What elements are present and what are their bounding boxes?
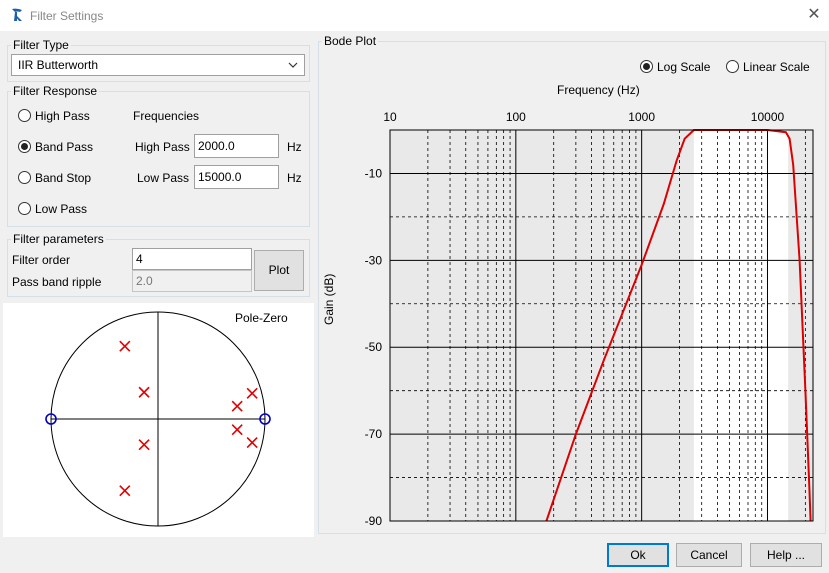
radio-high-pass-label[interactable]: High Pass [35, 109, 90, 123]
zero-marker [259, 413, 271, 425]
app-icon [12, 8, 22, 21]
pole-marker [231, 424, 243, 436]
ok-button[interactable]: Ok [607, 543, 669, 567]
zero-marker [45, 413, 57, 425]
filter-type-select[interactable]: IIR Butterworth [11, 54, 305, 76]
y-tick-label: -50 [365, 340, 383, 354]
radio-low-pass-label[interactable]: Low Pass [35, 202, 88, 216]
pass-band-ripple-input [132, 270, 252, 292]
radio-high-pass[interactable] [18, 109, 31, 122]
window-title: Filter Settings [30, 9, 104, 23]
filter-parameters-legend: Filter parameters [13, 232, 104, 246]
bode-y-label: Gain (dB) [322, 273, 336, 325]
pole-marker [231, 400, 243, 412]
y-tick-label: -10 [365, 166, 383, 180]
radio-linear-scale[interactable] [726, 60, 739, 73]
high-pass-freq-input[interactable] [194, 134, 279, 158]
close-icon[interactable]: ✕ [807, 6, 821, 23]
chevron-down-icon [288, 62, 298, 68]
high-pass-freq-label: High Pass [135, 140, 190, 154]
low-pass-unit: Hz [287, 171, 302, 185]
pole-zero-canvas: Pole-Zero [45, 311, 288, 527]
plot-frame [389, 129, 814, 522]
x-tick-label: 10000 [751, 110, 785, 124]
pole-zero-title: Pole-Zero [235, 311, 288, 325]
radio-band-stop[interactable] [18, 171, 31, 184]
y-tick-label: -90 [365, 514, 383, 528]
title-bar: Filter Settings ✕ [0, 0, 829, 31]
filter-type-value: IIR Butterworth [18, 58, 99, 72]
pole-zero-plot: Pole-Zero [3, 303, 314, 537]
high-pass-unit: Hz [287, 140, 302, 154]
y-tick-label: -70 [365, 427, 383, 441]
radio-log-scale[interactable] [640, 60, 653, 73]
pole-marker [138, 439, 150, 451]
pole-marker [138, 386, 150, 398]
filter-order-label: Filter order [12, 253, 71, 267]
pass-band-ripple-label: Pass band ripple [12, 275, 102, 289]
cancel-button[interactable]: Cancel [676, 543, 742, 567]
pole-marker [246, 387, 258, 399]
x-tick-label: 100 [506, 110, 526, 124]
y-tick-label: -30 [365, 253, 383, 267]
filter-type-legend: Filter Type [13, 38, 69, 52]
x-tick-label: 1000 [628, 110, 655, 124]
pole-marker [246, 436, 258, 449]
plot-button[interactable]: Plot [254, 250, 304, 291]
radio-low-pass[interactable] [18, 202, 31, 215]
passband-region [693, 130, 789, 521]
radio-band-pass[interactable] [18, 140, 31, 153]
x-tick-label: 10 [383, 110, 397, 124]
filter-response-legend: Filter Response [13, 84, 98, 98]
radio-band-stop-label[interactable]: Band Stop [35, 171, 92, 185]
low-pass-freq-input[interactable] [194, 165, 279, 189]
filter-parameters-group: Filter parameters [7, 232, 310, 297]
low-pass-freq-label: Low Pass [137, 171, 190, 185]
bode-x-label: Frequency (Hz) [557, 83, 640, 97]
filter-type-group: Filter Type [7, 38, 310, 82]
help-button[interactable]: Help ... [750, 543, 822, 567]
filter-response-group: Filter Response [7, 84, 310, 227]
radio-linear-scale-label[interactable]: Linear Scale [743, 60, 810, 74]
frequencies-label: Frequencies [133, 109, 200, 123]
bode-chart: 10 100 1000 10000 -10 -30 -50 -70 -90 [365, 110, 814, 528]
pole-marker [119, 340, 131, 352]
bode-plot-group: Bode Plot [318, 34, 826, 534]
radio-band-pass-label[interactable]: Band Pass [35, 140, 94, 154]
pole-marker [119, 485, 131, 497]
filter-order-input[interactable] [132, 248, 252, 270]
radio-log-scale-label[interactable]: Log Scale [657, 60, 711, 74]
bode-plot-legend: Bode Plot [324, 34, 377, 48]
